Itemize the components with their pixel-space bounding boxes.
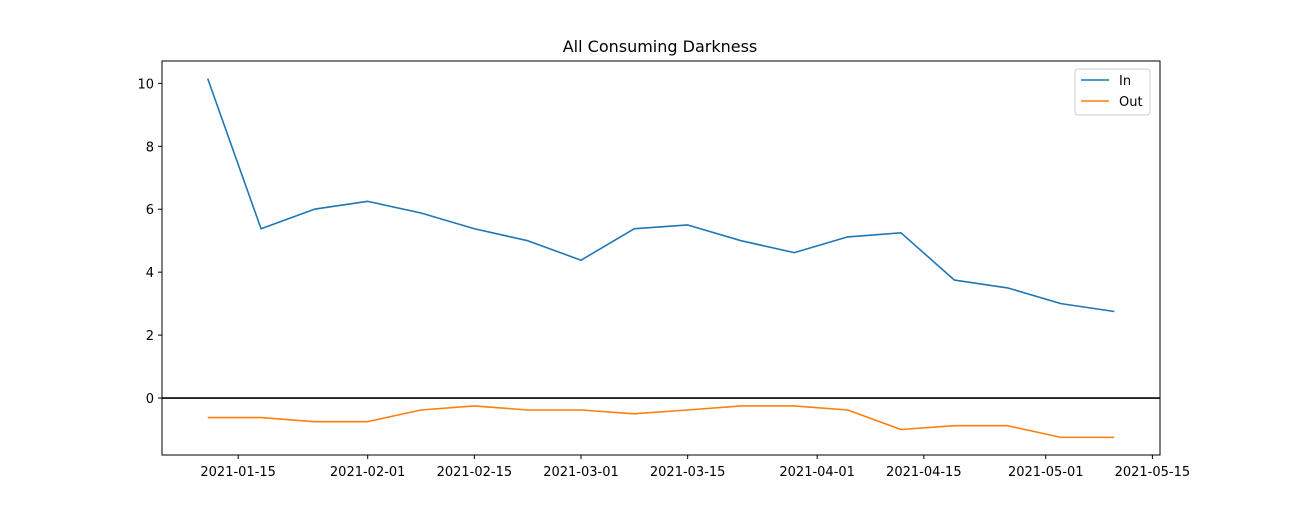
legend-label-in: In <box>1119 74 1131 89</box>
y-tick-label: 4 <box>146 266 154 281</box>
y-tick-label: 8 <box>146 140 154 155</box>
x-tick-label: 2021-03-15 <box>650 465 726 480</box>
plot-area <box>162 61 1160 455</box>
x-tick-label: 2021-03-01 <box>543 465 619 480</box>
x-tick-label: 2021-04-01 <box>779 465 855 480</box>
x-tick-label: 2021-01-15 <box>200 465 276 480</box>
axes: 0 2 4 6 8 10 2021-01-15 2021-02-01 2021-02-15 202… <box>137 60 1191 480</box>
y-tick-label: 2 <box>146 329 154 344</box>
x-tick-label: 2021-05-01 <box>1008 465 1084 480</box>
x-tick-label: 2021-02-15 <box>437 465 513 480</box>
series-line-out <box>207 405 1115 439</box>
legend-label-out: Out <box>1119 95 1143 110</box>
y-tick-label: 10 <box>137 77 154 92</box>
legend: In Out <box>1074 68 1151 116</box>
x-tick-label: 2021-05-15 <box>1115 465 1191 480</box>
series-lines <box>162 78 1160 439</box>
series-line-in <box>206 78 1115 313</box>
axes-frame <box>161 60 1161 456</box>
chart-title: All Consuming Darkness <box>563 37 758 56</box>
x-tick-label: 2021-04-15 <box>886 465 962 480</box>
y-tick-label: 0 <box>146 392 154 407</box>
y-tick-label: 6 <box>146 203 154 218</box>
x-tick-label: 2021-02-01 <box>330 465 406 480</box>
